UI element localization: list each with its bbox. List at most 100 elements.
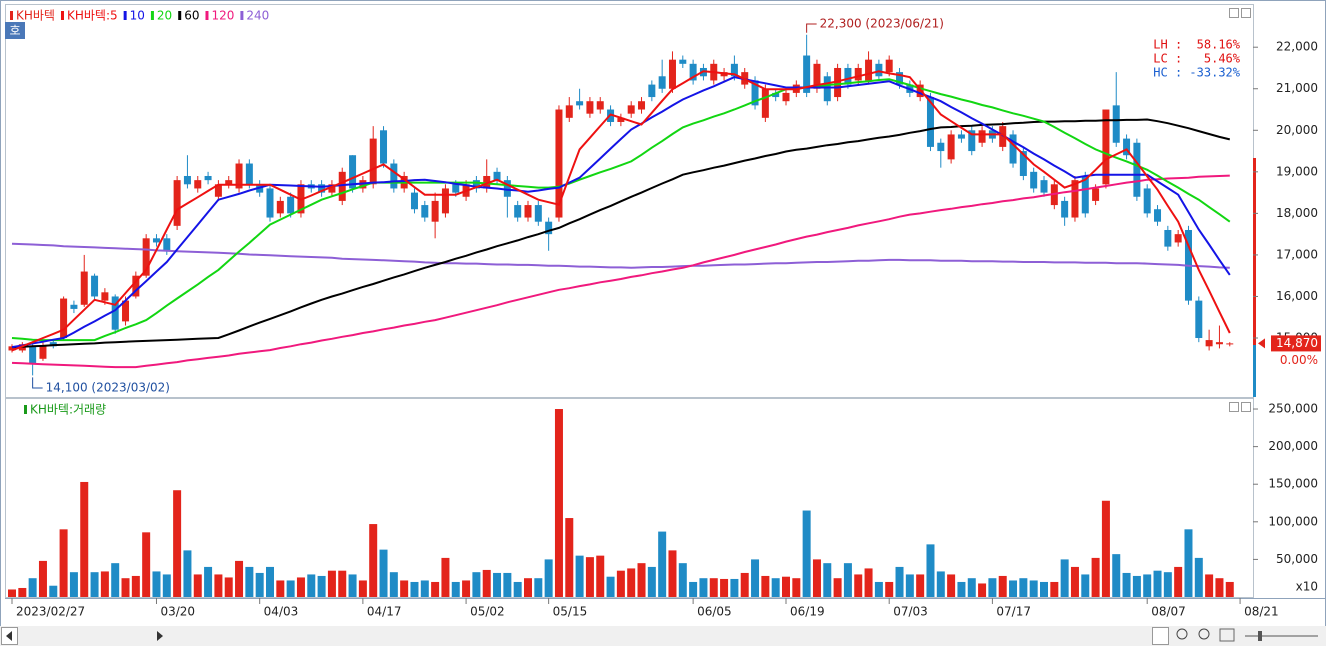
volume-bar bbox=[616, 570, 625, 597]
scroll-right[interactable] bbox=[1152, 627, 1169, 645]
volume-bar bbox=[1101, 500, 1110, 597]
volume-bar bbox=[410, 581, 419, 597]
candle-body bbox=[111, 296, 119, 330]
candle-body bbox=[380, 130, 388, 164]
volume-bar bbox=[1019, 578, 1028, 597]
volume-bar bbox=[80, 481, 89, 597]
last-price-label: 14,870 bbox=[1276, 336, 1318, 350]
volume-bar bbox=[131, 575, 140, 597]
panel-max-button[interactable] bbox=[1229, 8, 1239, 18]
volume-panel bbox=[5, 398, 1254, 598]
y-tick-label: 22,000 bbox=[1276, 40, 1318, 54]
volume-bar bbox=[1040, 581, 1048, 597]
volume-bar bbox=[833, 578, 842, 597]
volume-bar bbox=[111, 563, 120, 597]
range-bar-up bbox=[1253, 158, 1256, 345]
volume-bar bbox=[544, 559, 553, 597]
volume-bar bbox=[69, 572, 78, 597]
candle-body bbox=[245, 163, 253, 185]
volume-bar bbox=[431, 581, 440, 597]
panel-close-button[interactable] bbox=[1241, 402, 1251, 412]
icon-label[interactable]: 호 bbox=[9, 24, 20, 38]
candle-body bbox=[452, 184, 460, 193]
candle-body bbox=[1226, 343, 1234, 345]
volume-bar bbox=[162, 574, 171, 597]
candle-body bbox=[287, 196, 295, 214]
legend-marker bbox=[150, 11, 154, 20]
candle-body bbox=[235, 163, 243, 189]
candle-body bbox=[679, 59, 687, 64]
candle-body bbox=[369, 138, 377, 185]
candle-body bbox=[668, 59, 676, 89]
annotation: 14,100 (2023/03/02) bbox=[46, 381, 170, 395]
candle-body bbox=[39, 346, 47, 359]
y-tick-label: 18,000 bbox=[1276, 206, 1318, 220]
volume-bar bbox=[1225, 581, 1234, 597]
volume-bar bbox=[627, 568, 636, 597]
icon-box[interactable] bbox=[5, 22, 25, 39]
panel-close-button[interactable] bbox=[1241, 8, 1251, 18]
candle-body bbox=[225, 180, 233, 185]
volume-bar bbox=[420, 580, 429, 597]
candle-body bbox=[503, 180, 511, 197]
candle-body bbox=[276, 200, 284, 214]
candle-body bbox=[204, 175, 212, 181]
volume-bar bbox=[782, 576, 790, 597]
candle-body bbox=[1061, 200, 1069, 218]
zoom-in[interactable] bbox=[1198, 628, 1210, 640]
volume-bar bbox=[534, 578, 543, 597]
volume-bar bbox=[554, 409, 563, 597]
candle-body bbox=[761, 88, 769, 118]
zoom-out[interactable] bbox=[1176, 628, 1188, 640]
volume-bar bbox=[296, 577, 305, 597]
volume-bar bbox=[451, 581, 460, 597]
volume-bar bbox=[224, 577, 233, 597]
zoom-thumb[interactable] bbox=[1258, 631, 1262, 641]
view-button[interactable] bbox=[1219, 628, 1235, 642]
volume-bar bbox=[916, 574, 925, 597]
ma-line bbox=[11, 118, 1231, 349]
ma-line bbox=[11, 242, 1230, 269]
legend-label: KH바텍 bbox=[16, 9, 55, 23]
volume-bar bbox=[658, 531, 667, 597]
candle-body bbox=[586, 101, 594, 114]
panel-max-button[interactable] bbox=[1229, 402, 1239, 412]
candle-body bbox=[576, 101, 584, 106]
last-change: 0.00% bbox=[1280, 353, 1318, 367]
candle-body bbox=[142, 238, 150, 276]
candle-body bbox=[617, 117, 625, 122]
volume-bar bbox=[1009, 580, 1018, 597]
volume-bar bbox=[1112, 554, 1121, 597]
volume-bar bbox=[771, 578, 780, 597]
x-tick-label: 08/21 bbox=[1244, 605, 1279, 619]
legend-label: KH바텍:5 bbox=[67, 9, 118, 23]
volume-bar bbox=[358, 580, 367, 597]
volume-bar bbox=[183, 550, 192, 597]
candle-body bbox=[648, 84, 656, 98]
stat-line: LC : 5.46% bbox=[1153, 52, 1240, 66]
volume-bar bbox=[730, 578, 739, 597]
volume-bar bbox=[1163, 572, 1172, 597]
legend-label: 60 bbox=[184, 9, 199, 23]
volume-bar bbox=[1060, 559, 1069, 597]
volume-bar bbox=[854, 574, 863, 597]
volume-bar bbox=[678, 563, 687, 597]
candle-body bbox=[8, 346, 16, 351]
candle-body bbox=[1133, 142, 1141, 197]
candle-body bbox=[1019, 151, 1027, 176]
x-tick-label: 05/02 bbox=[470, 605, 505, 619]
volume-bar bbox=[668, 550, 677, 597]
volume-bar bbox=[142, 532, 151, 597]
candle-body bbox=[999, 126, 1007, 147]
candle-body bbox=[596, 101, 604, 110]
volume-bar bbox=[1050, 581, 1059, 597]
candle-body bbox=[132, 275, 140, 297]
ma-line bbox=[11, 70, 1231, 352]
candle-body bbox=[823, 76, 831, 102]
volume-bar bbox=[276, 580, 285, 597]
candle-body bbox=[1009, 134, 1017, 164]
y-tick-label: 17,000 bbox=[1276, 247, 1318, 261]
scrollbar[interactable] bbox=[0, 626, 1326, 646]
volume-bar bbox=[699, 578, 708, 597]
y-tick-label: 100,000 bbox=[1268, 514, 1318, 528]
